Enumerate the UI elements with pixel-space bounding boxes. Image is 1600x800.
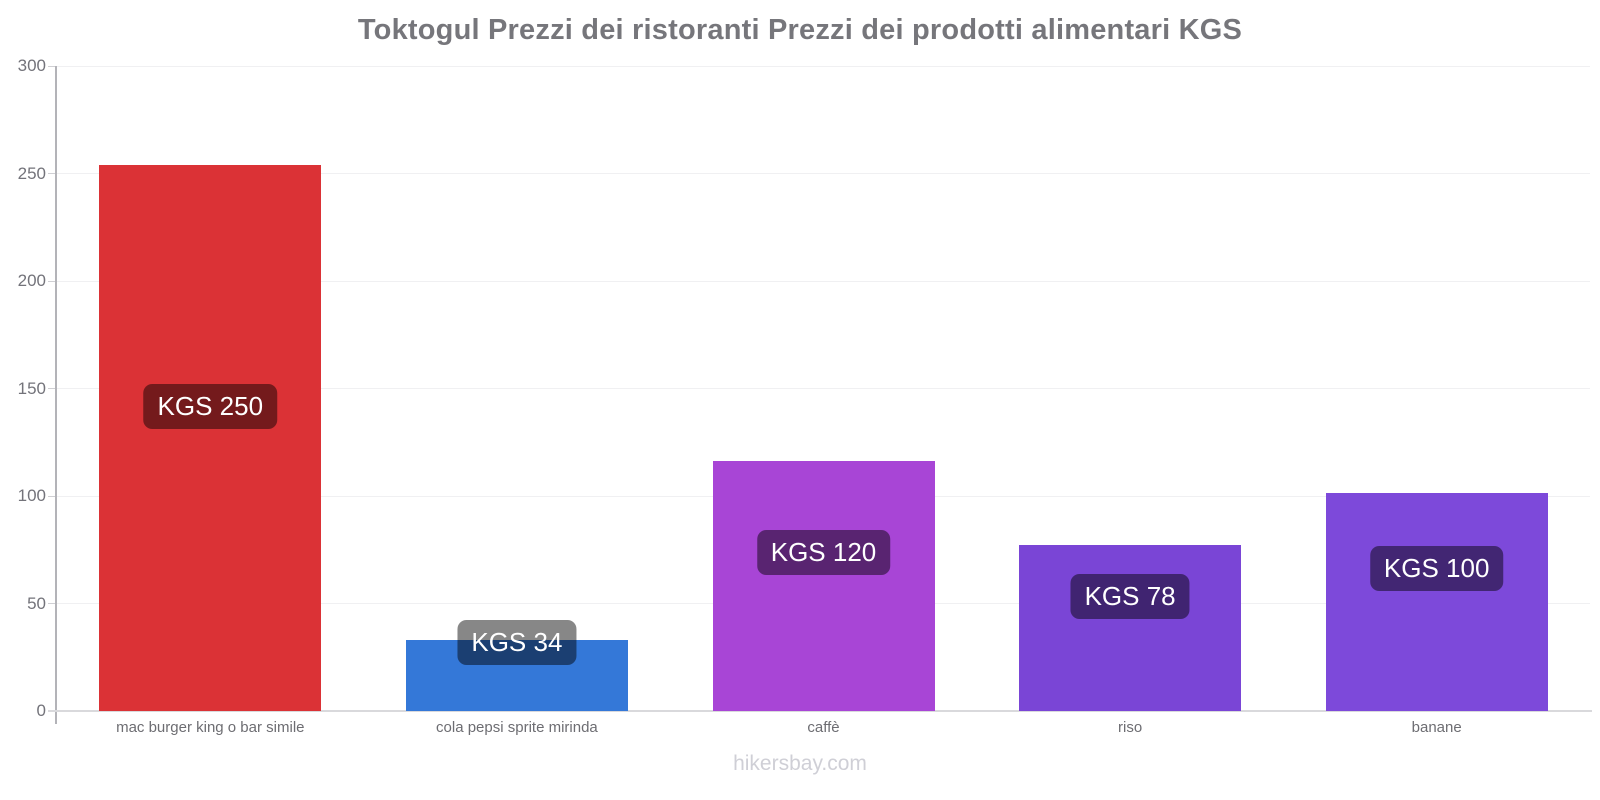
y-tick-label-300: 300: [17, 56, 46, 75]
y-tick-label-0: 0: [36, 701, 46, 720]
watermark: hikersbay.com: [733, 752, 867, 775]
y-tick-label-50: 50: [27, 593, 46, 613]
bar-value-badge: KGS 120: [756, 529, 891, 575]
y-axis-tick-250: [48, 173, 57, 174]
plot-area: 0 50 100 150 200 250 300 KGS 250 mac burger king…: [18, 56, 1592, 736]
chart-title: Toktogul Prezzi dei ristoranti Prezzi de…: [357, 14, 1243, 46]
y-tick-label-100: 100: [17, 486, 46, 505]
y-axis-line: [55, 66, 57, 724]
bar-value-badge: KGS 78: [1070, 574, 1190, 620]
y-axis-tick-300: [48, 65, 57, 67]
y-axis-tick-50: [48, 603, 57, 604]
x-category-label: riso: [1118, 719, 1143, 736]
bar-value-badge: KGS 34: [457, 620, 577, 666]
bar-riso[interactable]: KGS 78: [1019, 545, 1242, 711]
gridline-200: [57, 280, 1590, 282]
x-axis-line: [48, 710, 1592, 712]
x-category-label: caffè: [807, 719, 840, 736]
y-axis-tick-150: [48, 388, 57, 389]
y-axis-tick-100: [48, 495, 57, 497]
y-tick-label-250: 250: [17, 163, 46, 183]
x-category-label: cola pepsi sprite mirinda: [436, 719, 598, 736]
gridline-150: [57, 388, 1590, 389]
bar-cola-pepsi-sprite-mirinda[interactable]: KGS 34: [405, 620, 628, 711]
bar-value-badge: KGS 100: [1369, 545, 1504, 591]
bar-value-badge: KGS 250: [143, 383, 278, 429]
bar-caffè[interactable]: KGS 120: [712, 460, 935, 711]
x-category-label: mac burger king o bar simile: [116, 719, 305, 736]
bar-banane[interactable]: KGS 100: [1325, 492, 1548, 711]
gridline-250: [57, 173, 1590, 174]
gridline-300: [57, 65, 1590, 67]
bar-mac-burger-king-o-bar-simile[interactable]: KGS 250: [99, 164, 322, 711]
y-tick-label-150: 150: [17, 378, 46, 398]
y-tick-label-200: 200: [17, 271, 46, 290]
y-axis-tick-200: [48, 280, 57, 282]
x-category-label: banane: [1411, 719, 1462, 736]
